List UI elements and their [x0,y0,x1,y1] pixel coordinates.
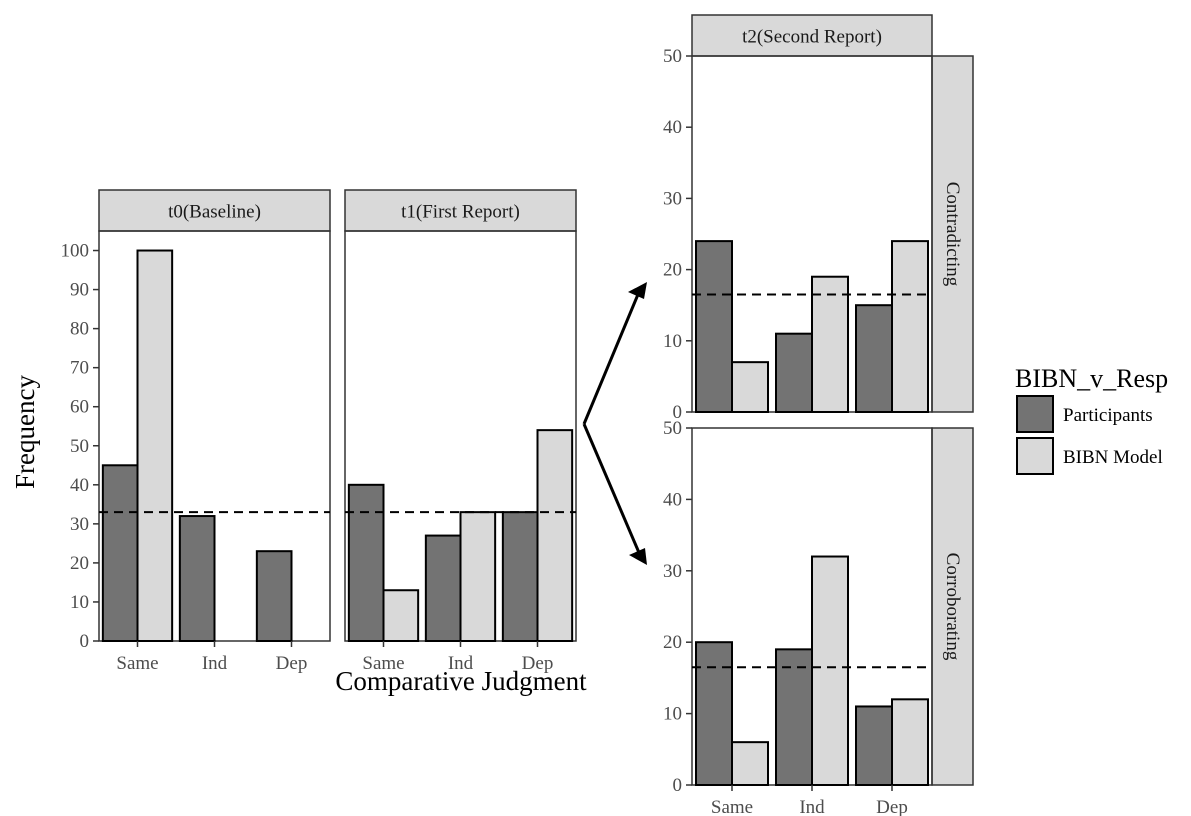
y-tick-label-t2-second-report-corroborating-50: 50 [663,418,682,439]
panel-t1-first-report: t1(First Report) Same Ind Dep [344,189,577,674]
strip-label-t1-first-report: t1(First Report) [401,202,520,223]
legend-label-bibn-model: BIBN Model [1063,447,1163,468]
y-tick-label-t0-baseline-50: 50 [70,436,89,457]
y-tick-label-t0-baseline-70: 70 [70,358,89,379]
legend-swatch-participants [1016,395,1054,433]
bar-t0-baseline-dep-participants [255,550,293,643]
y-tick-label-t0-baseline-60: 60 [70,397,89,418]
y-tick-label-t0-baseline-80: 80 [70,319,89,340]
arrow-to-contradicting-head [628,282,647,299]
legend-label-participants: Participants [1063,405,1153,426]
strip-label-t2-second-report-contradicting: t2(Second Report) [742,27,882,48]
y-tick-label-t2-second-report-corroborating-40: 40 [663,489,682,510]
strip-t0-baseline [98,189,331,232]
bar-t1-first-report-ind-participants [424,534,462,642]
bar-t2-second-report-contradicting-ind-participants [775,332,813,413]
bar-t1-first-report-dep-bibn-model [536,429,574,642]
x-axis-title: Comparative Judgment [335,666,587,696]
facet-arrows [582,282,647,565]
y-tick-label-t2-second-report-contradicting-50: 50 [663,46,682,67]
y-tick-label-t2-second-report-contradicting-10: 10 [663,331,682,352]
bar-t2-second-report-corroborating-same-participants [695,641,733,787]
x-tick-label-t0-baseline-ind: Ind [202,653,228,674]
arrow-to-corroborating-head [629,548,647,565]
x-tick-label-t1-first-report-same: Same [362,653,404,674]
x-tick-label-t0-baseline-dep: Dep [276,653,308,674]
legend: BIBN_v_Resp Participants BIBN Model [1015,364,1168,475]
y-tick-label-t0-baseline-90: 90 [70,280,89,301]
bar-t1-first-report-ind-bibn-model [459,511,497,643]
x-tick-label-t1-first-report-dep: Dep [522,653,554,674]
y-tick-label-t0-baseline-0: 0 [80,631,90,652]
facet-strip-corroborating [931,427,974,786]
strip-t2-second-report-contradicting [691,14,933,57]
bar-t1-first-report-dep-participants [501,511,539,643]
x-tick-label-t2-second-report-corroborating-dep: Dep [876,797,908,816]
x-tick-label-t2-second-report-corroborating-same: Same [711,797,753,816]
y-tick-label-t0-baseline-10: 10 [70,592,89,613]
bar-t2-second-report-contradicting-ind-bibn-model [811,275,849,413]
panel-t2-second-report-contradicting: t2(Second Report) Contradicting 0 10 20 30 40 5… [663,14,974,423]
legend-swatch-bibn-model [1016,437,1054,475]
y-tick-label-t2-second-report-corroborating-10: 10 [663,704,682,725]
bar-t0-baseline-ind-participants [178,515,216,642]
bar-t0-baseline-same-participants [101,464,139,642]
panel-t0-baseline: t0(Baseline) 0 10 20 30 40 50 60 70 80 90 100 Same In… [61,189,331,674]
legend-title: BIBN_v_Resp [1015,364,1168,393]
bar-t2-second-report-contradicting-same-bibn-model [731,361,769,414]
facet-strip-label-corroborating: Corroborating [942,553,963,661]
y-tick-label-t2-second-report-corroborating-30: 30 [663,561,682,582]
y-tick-label-t2-second-report-contradicting-40: 40 [663,117,682,138]
bar-t1-first-report-same-participants [347,483,385,642]
y-tick-label-t2-second-report-contradicting-0: 0 [673,402,683,423]
strip-label-t0-baseline: t0(Baseline) [168,202,261,223]
y-tick-label-t2-second-report-contradicting-20: 20 [663,260,682,281]
bar-t2-second-report-contradicting-dep-bibn-model [891,240,929,413]
bar-t1-first-report-same-bibn-model [382,589,420,643]
bar-t2-second-report-corroborating-ind-participants [775,648,813,787]
bar-t2-second-report-contradicting-same-participants [695,240,733,413]
bar-t2-second-report-corroborating-same-bibn-model [731,741,769,786]
y-tick-label-t2-second-report-contradicting-30: 30 [663,188,682,209]
y-axis-title: Frequency [10,375,40,489]
arrow-to-contradicting-line [582,291,641,425]
x-tick-label-t2-second-report-corroborating-ind: Ind [799,797,825,816]
x-tick-label-t0-baseline-same: Same [116,653,158,674]
y-tick-label-t0-baseline-100: 100 [61,241,90,262]
y-tick-label-t0-baseline-30: 30 [70,514,89,535]
strip-t1-first-report [344,189,577,232]
bar-t2-second-report-corroborating-ind-bibn-model [811,555,849,787]
facet-strip-label-contradicting: Contradicting [942,182,963,287]
y-tick-label-t2-second-report-corroborating-20: 20 [663,632,682,653]
panel-t2-second-report-corroborating: Corroborating 0 10 20 30 40 50 Same Ind Dep [663,418,974,816]
x-tick-label-t1-first-report-ind: Ind [448,653,474,674]
y-tick-label-t0-baseline-20: 20 [70,553,89,574]
bar-t2-second-report-contradicting-dep-participants [855,304,893,414]
bar-t2-second-report-corroborating-dep-participants [855,705,893,787]
bar-t0-baseline-same-bibn-model [136,249,174,642]
arrow-to-corroborating-line [582,423,642,556]
bar-t2-second-report-corroborating-dep-bibn-model [891,698,929,787]
y-tick-label-t2-second-report-corroborating-0: 0 [673,775,683,796]
y-tick-label-t0-baseline-40: 40 [70,475,89,496]
